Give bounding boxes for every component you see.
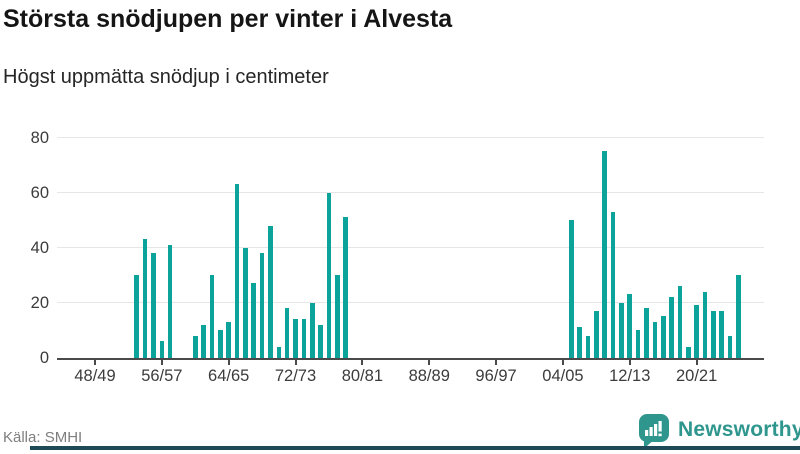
bar-13-14 (635, 330, 641, 358)
bar-54-55 (142, 239, 148, 358)
newsworthy-logo-icon (638, 413, 670, 454)
x-axis-tick-80-81 (361, 360, 364, 365)
bar-18-19 (677, 286, 683, 358)
x-axis-tick-20-21 (695, 360, 698, 365)
bar-05-06 (568, 220, 574, 358)
chart-subtitle: Högst uppmätta snödjup i centimeter (3, 66, 329, 88)
chart-title: Största snödjupen per vinter i Alvesta (3, 5, 453, 33)
x-axis-tick-04-05 (561, 360, 564, 365)
bar-68-69 (259, 253, 265, 358)
bar-56-57 (159, 341, 165, 358)
x-axis-tick-96-97 (495, 360, 498, 365)
x-tick-label-88-89: 88/89 (408, 367, 450, 385)
bar-74-75 (309, 302, 315, 358)
bar-24-25 (727, 335, 733, 358)
bar-12-13 (627, 294, 633, 358)
bottom-accent-bar (30, 446, 800, 450)
bar-69-70 (268, 225, 273, 358)
bar-19-20 (685, 346, 691, 358)
bar-11-12 (619, 302, 624, 358)
bar-06-07 (577, 327, 582, 358)
bar-76-77 (326, 192, 332, 358)
x-tick-label-12-13: 12/13 (609, 367, 651, 385)
bar-66-67 (243, 247, 248, 358)
bar-78-79 (343, 217, 348, 358)
bar-70-71 (276, 346, 282, 358)
y-tick-label-60: 60 (30, 183, 49, 202)
gridline-20 (57, 301, 764, 304)
bar-53-54 (134, 275, 140, 358)
bar-25-26 (736, 275, 741, 358)
x-axis-tick-48-49 (94, 360, 96, 365)
brand-link[interactable]: Newsworthy (638, 413, 800, 454)
bar-61-62 (201, 324, 206, 358)
bar-09-10 (602, 151, 607, 358)
bar-62-63 (209, 275, 215, 358)
bar-64-65 (226, 321, 231, 358)
bar-67-68 (251, 283, 257, 358)
x-tick-label-64-65: 64/65 (208, 367, 250, 385)
bar-63-64 (218, 330, 223, 358)
bar-14-15 (644, 308, 649, 358)
x-axis-tick-56-57 (160, 360, 163, 365)
gridline-60 (57, 191, 764, 194)
bar-22-23 (711, 310, 716, 358)
bar-57-58 (167, 244, 173, 358)
x-tick-label-56-57: 56/57 (141, 367, 183, 385)
bar-16-17 (660, 316, 666, 358)
bar-55-56 (151, 253, 156, 358)
y-tick-label-20: 20 (30, 293, 49, 312)
bar-10-11 (610, 211, 616, 358)
bar-77-78 (335, 275, 340, 358)
x-axis-tick-64-65 (227, 360, 230, 365)
plot-area: 0 20 40 60 80 48/49 56/57 64/65 72/73 80/81 88/89 9… (31, 120, 764, 385)
bar-60-61 (192, 335, 198, 358)
x-axis-tick-88-89 (428, 360, 431, 365)
bar-72-73 (293, 319, 298, 358)
bar-23-24 (719, 310, 724, 358)
bar-75-76 (318, 324, 323, 358)
bar-08-09 (594, 310, 599, 358)
bar-71-72 (284, 308, 290, 358)
x-tick-label-04-05: 04/05 (542, 367, 584, 385)
gridline-80 (57, 136, 764, 139)
bar-17-18 (669, 297, 674, 358)
x-axis-line (57, 357, 764, 360)
x-tick-label-96-97: 96/97 (475, 367, 517, 385)
y-tick-label-80: 80 (30, 128, 49, 147)
gridline-40 (57, 246, 764, 249)
bar-21-22 (702, 291, 708, 358)
x-tick-label-72-73: 72/73 (274, 367, 317, 385)
source-text: Källa: SMHI (3, 429, 83, 446)
x-axis-tick-72-73 (294, 360, 297, 365)
y-tick-label-40: 40 (30, 238, 49, 257)
bar-20-21 (694, 305, 699, 358)
x-axis-tick-12-13 (628, 360, 631, 365)
bar-07-08 (585, 335, 591, 358)
bar-73-74 (301, 319, 307, 358)
bar-15-16 (652, 321, 658, 358)
brand-name: Newsworthy (678, 418, 800, 441)
bar-65-66 (234, 184, 240, 358)
x-tick-label-80-81: 80/81 (341, 367, 384, 385)
x-tick-label-48-49: 48/49 (74, 367, 116, 385)
y-tick-label-0: 0 (39, 348, 49, 367)
x-tick-label-20-21: 20/21 (675, 367, 718, 385)
